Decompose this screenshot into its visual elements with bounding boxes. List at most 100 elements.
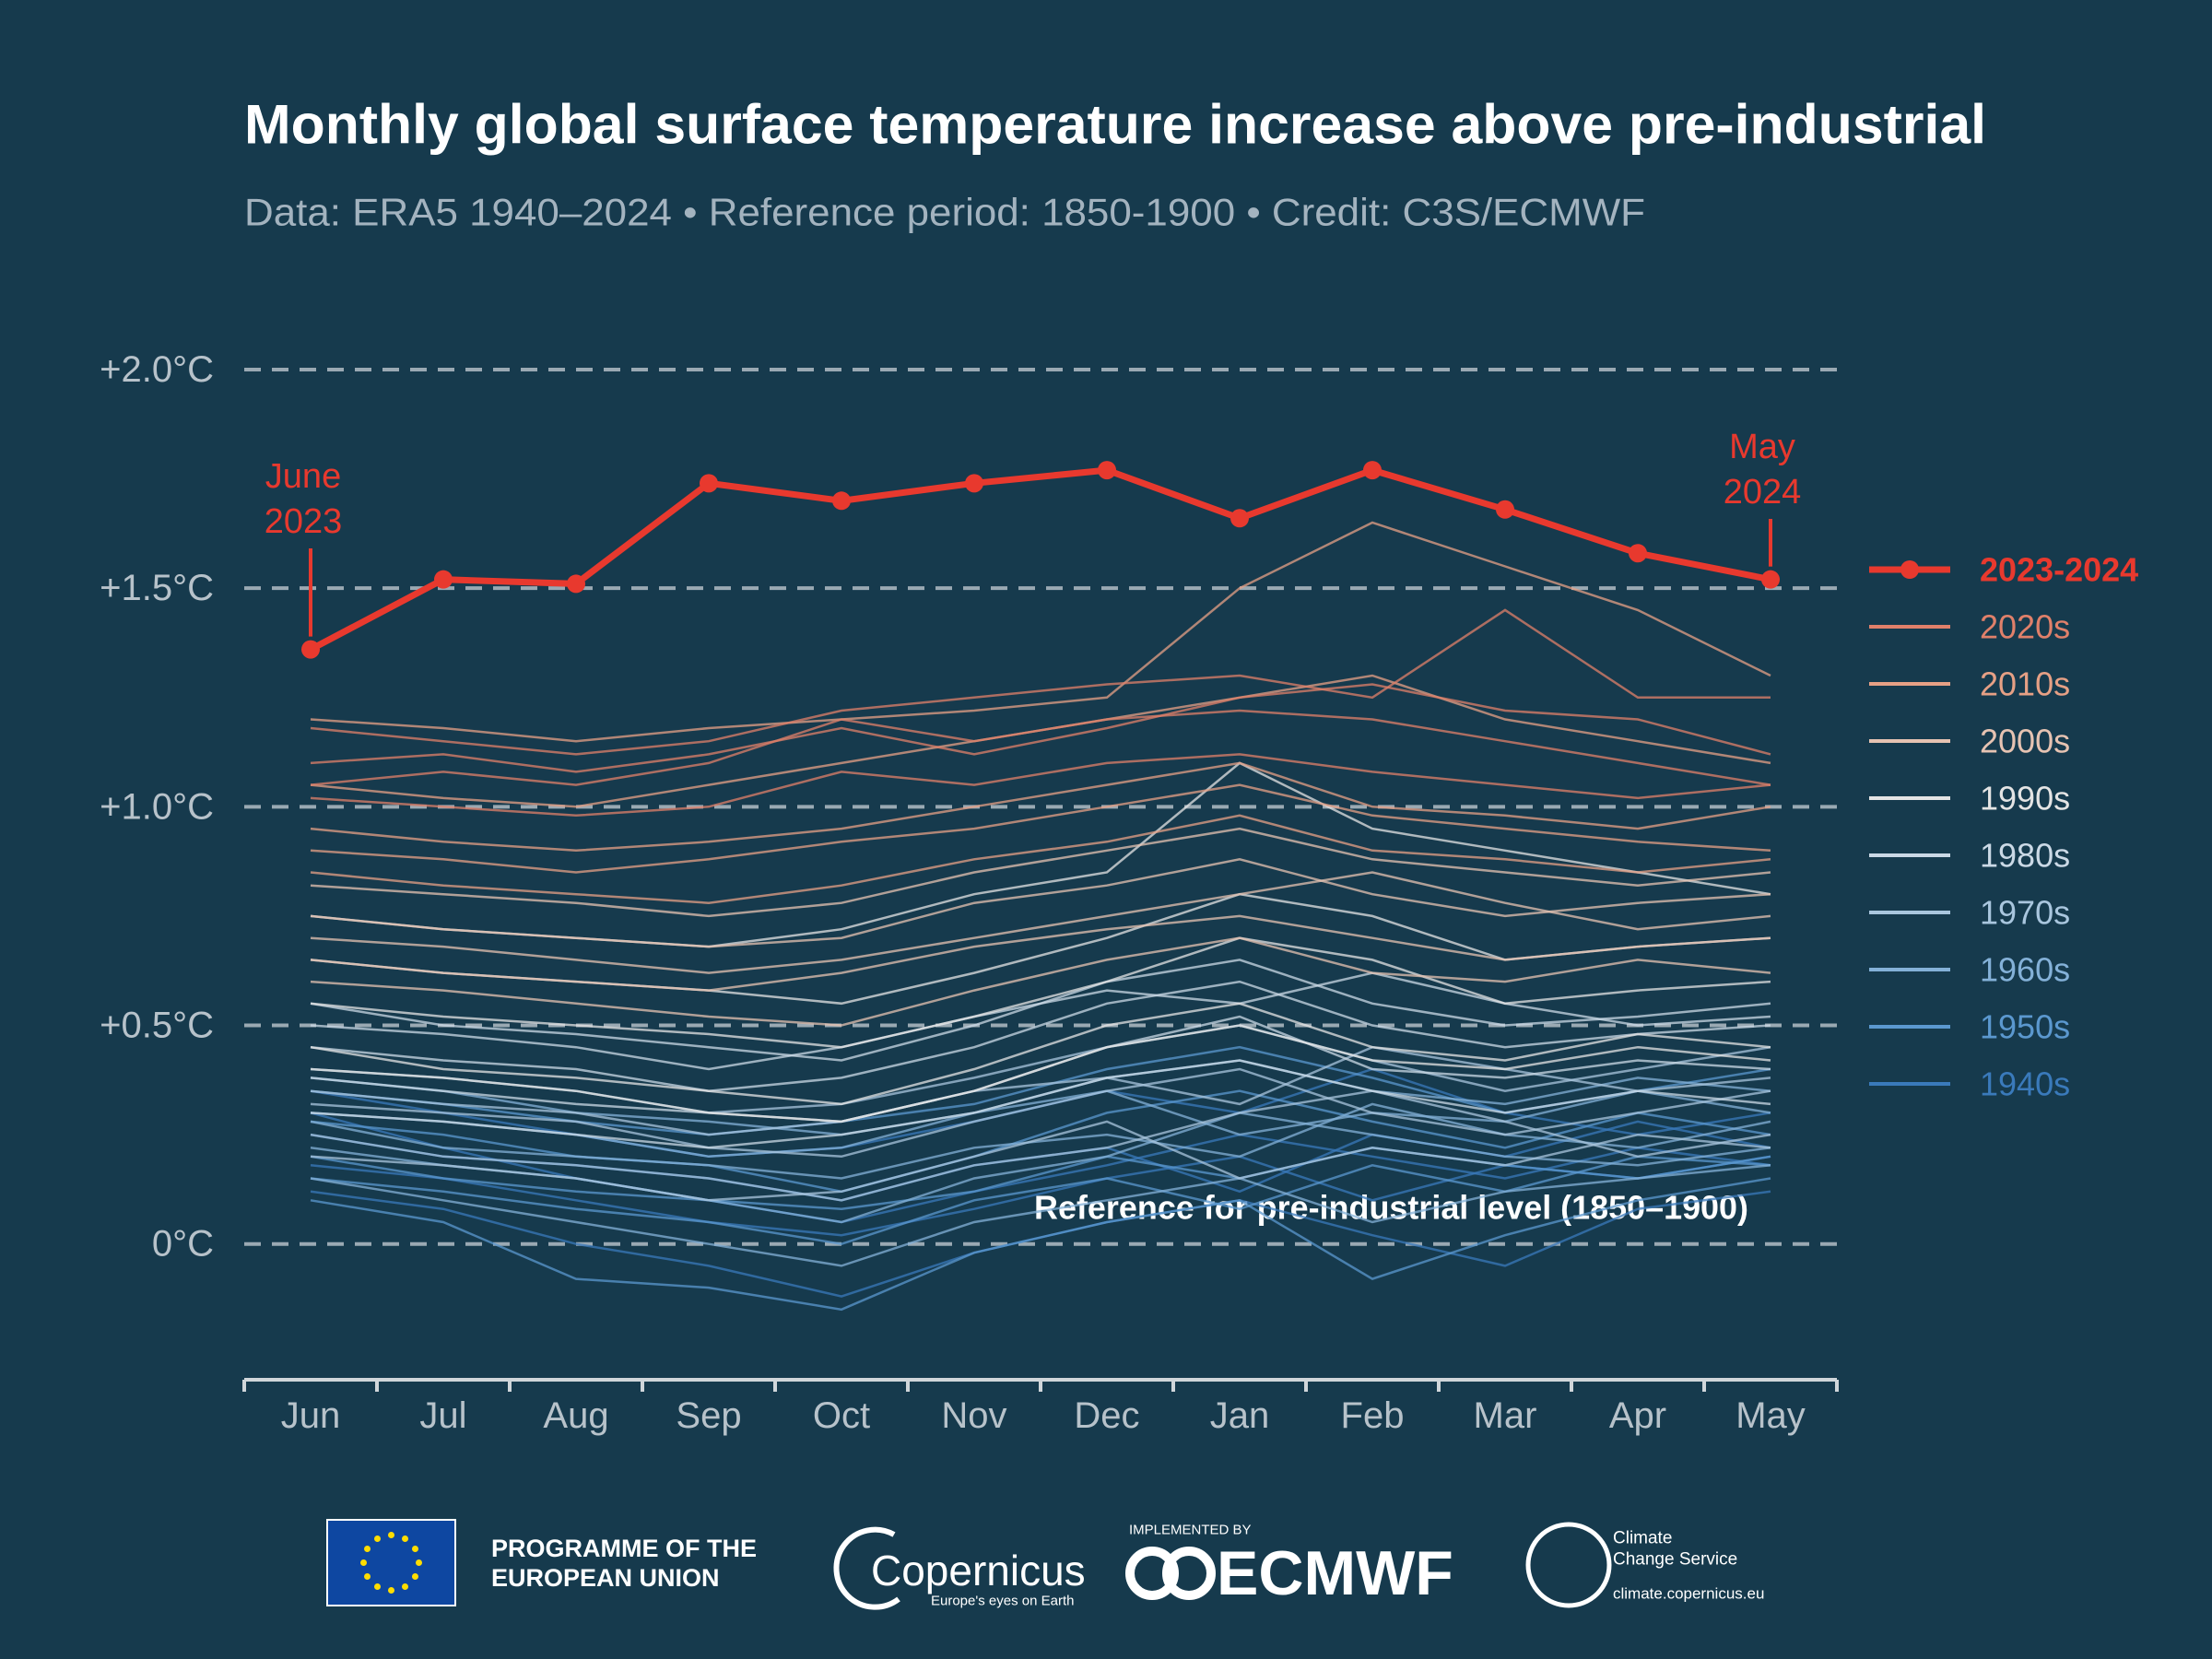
year-line [310,858,1771,948]
legend-label: 1950s [1980,1008,2070,1046]
year-line [310,980,1771,1092]
eu-star [364,1546,371,1552]
year-line [310,1120,1771,1202]
year-line [310,1002,1771,1106]
x-tick-label: Feb [1341,1395,1405,1436]
highlight-point [832,491,851,511]
highlight-point [434,570,453,589]
highlight-point [1629,544,1647,563]
year-line [310,1155,1771,1245]
y-tick-label: +2.0°C [100,349,214,390]
legend-label: 1980s [1980,837,2070,875]
annotation: June [265,457,341,496]
year-line [310,936,1771,1027]
y-tick-label: +1.0°C [100,786,214,827]
eu-text: EUROPEAN UNION [491,1564,720,1592]
y-tick-label: 0°C [152,1224,214,1265]
x-tick-label: Jan [1210,1395,1270,1436]
year-line [310,608,1771,756]
x-tick-label: Nov [941,1395,1006,1436]
implemented-by: IMPLEMENTED BY [1129,1523,1252,1538]
annotation: 2023 [265,502,343,541]
highlight-point [1496,500,1514,519]
eu-star [364,1573,371,1580]
eu-star [411,1573,418,1580]
eu-star [402,1535,408,1543]
x-tick-label: Apr [1609,1395,1666,1436]
legend-label: 2000s [1980,723,2070,760]
eu-star [360,1559,367,1566]
c3s-url: climate.copernicus.eu [1613,1585,1764,1603]
highlight-point [1761,570,1780,589]
highlight-point [1230,509,1249,528]
chart-title: Monthly global surface temperature incre… [244,94,1986,156]
year-line [310,1112,1771,1224]
highlight-point [965,474,983,493]
eu-star [388,1532,394,1538]
year-line [310,683,1771,773]
legend-label: 1970s [1980,894,2070,932]
year-line [310,871,1771,974]
legend-label: 1990s [1980,780,2070,818]
annotation: May [1729,428,1795,466]
x-tick-label: Aug [543,1395,608,1436]
highlight-point [301,640,320,659]
highlight-point [700,474,718,493]
eu-star [416,1559,422,1566]
year-line [310,971,1771,1071]
year-line [310,1164,1771,1267]
x-tick-label: Mar [1474,1395,1537,1436]
copernicus-arc [833,1526,900,1610]
year-line [310,1147,1771,1210]
year-line [310,914,1771,992]
year-line [310,814,1771,904]
c3s-text: Climate [1613,1529,1672,1548]
copernicus-tagline: Europe's eyes on Earth [931,1594,1074,1609]
eu-star [374,1535,381,1543]
c3s-text: Change Service [1613,1550,1737,1570]
annotation: 2024 [1724,473,1802,512]
x-tick-label: Dec [1074,1395,1139,1436]
eu-stars [360,1532,422,1594]
year-line [310,761,1771,853]
year-line [310,936,1771,1049]
chart-subtitle: Data: ERA5 1940–2024 • Reference period:… [244,191,1645,234]
highlight-point [1363,461,1382,480]
highlight-point [1098,461,1116,480]
x-tick-label: Jul [419,1395,466,1436]
y-tick-label: +1.5°C [100,568,214,608]
c3s-symbol [1525,1522,1612,1608]
legend-swatch-point [1900,560,1919,579]
eu-star [402,1583,408,1590]
year-line [310,1089,1771,1194]
highlight-line [309,466,1771,653]
eu-star [388,1587,394,1594]
eu-star [374,1583,381,1590]
y-tick-label: +0.5°C [100,1006,214,1046]
year-line [310,827,1771,918]
x-tick-label: Oct [813,1395,870,1436]
year-line [310,1089,1771,1202]
year-line [310,1177,1771,1312]
year-line [310,1059,1771,1149]
year-line [310,1045,1771,1136]
footer: PROGRAMME OF THE EUROPEAN UNION Copernic… [326,1519,1764,1610]
ecmwf-symbol [1125,1547,1179,1600]
year-line [310,1024,1771,1124]
plot [244,368,1837,1312]
year-line [310,521,1771,743]
legend-label: 1960s [1980,951,2070,989]
eu-star [411,1546,418,1552]
x-tick-label: Jun [281,1395,341,1436]
copernicus-logo: Copernicus [871,1547,1086,1594]
legend-label: 1940s [1980,1065,2070,1103]
eu-text: PROGRAMME OF THE [491,1535,757,1562]
legend-label: 2010s [1980,665,2070,703]
year-line [310,753,1771,818]
highlight-point [567,574,585,594]
ecmwf-symbol [1162,1547,1216,1600]
year-line [310,709,1771,786]
legend-label: 2023-2024 [1980,551,2138,589]
